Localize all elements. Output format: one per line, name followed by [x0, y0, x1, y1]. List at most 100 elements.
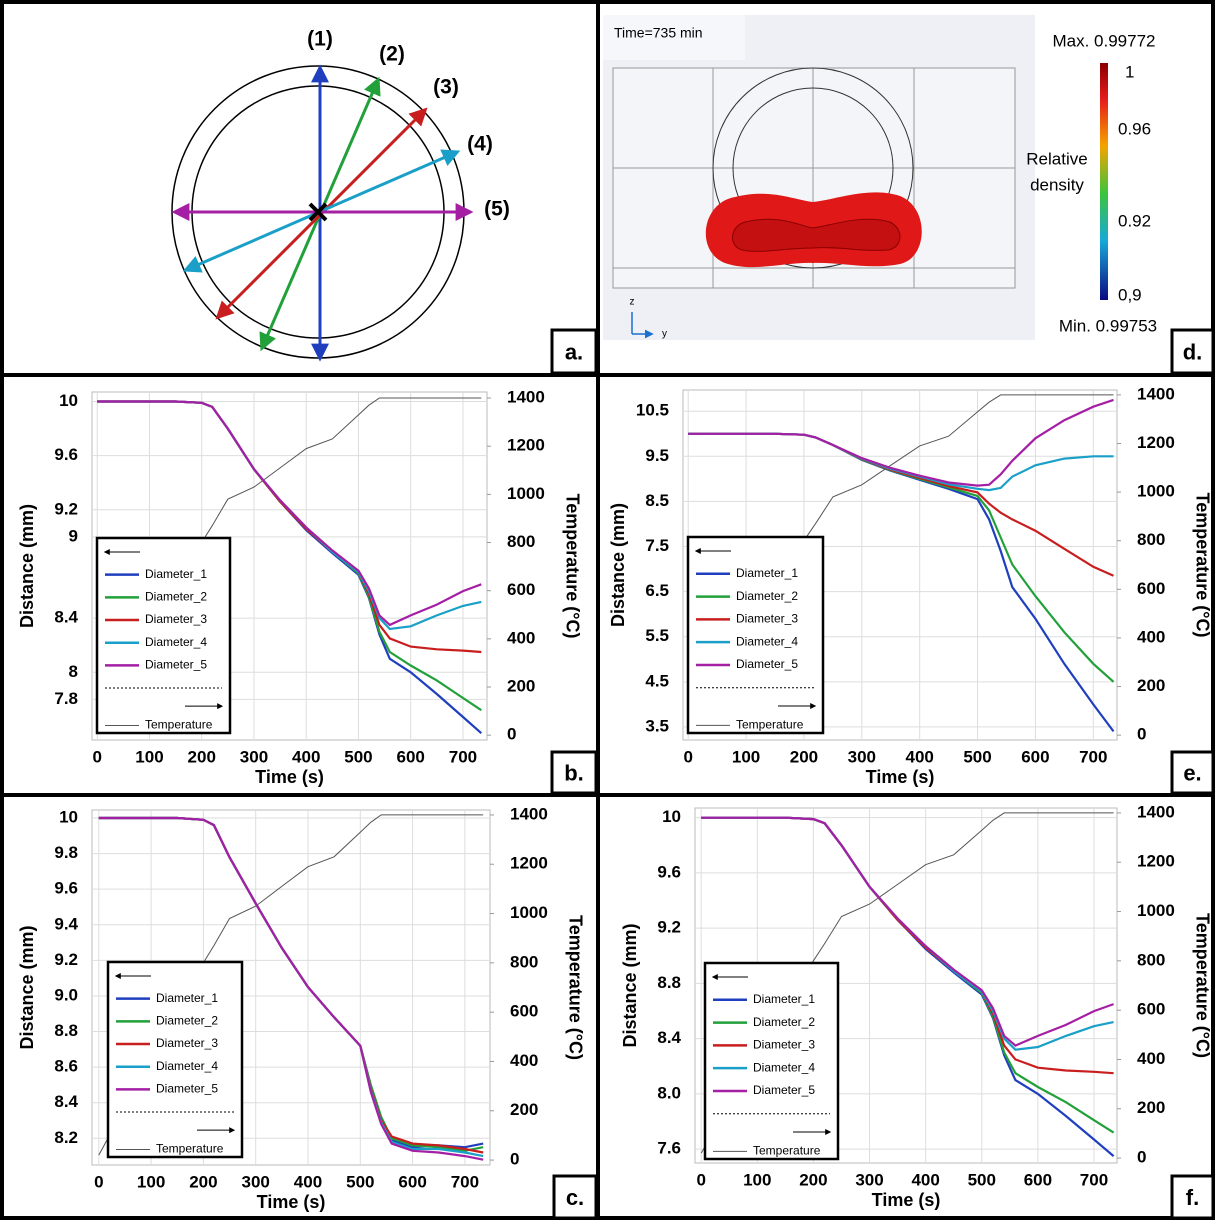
x-tick-label: 200 — [790, 747, 818, 766]
y-tick-label: 8.8 — [657, 973, 681, 992]
legend-label: Temperature — [753, 1144, 821, 1158]
panel-label: f. — [1186, 1185, 1199, 1210]
y2-tick-label: 600 — [510, 1002, 538, 1021]
y-tick-label: 10 — [662, 807, 681, 826]
legend-label: Diameter_5 — [145, 658, 207, 672]
x-axis-title: Time (s) — [866, 767, 935, 787]
legend-label: Diameter_5 — [156, 1082, 218, 1096]
y2-axis-title: Temperature (°C) — [565, 915, 585, 1060]
x-tick-label: 600 — [1021, 747, 1049, 766]
colorbar — [1100, 63, 1108, 300]
y2-tick-label: 0 — [507, 725, 516, 744]
y-tick-label: 8.8 — [54, 1021, 78, 1040]
x-tick-label: 600 — [398, 1172, 426, 1191]
y-tick-label: 8.6 — [54, 1057, 78, 1076]
y2-tick-label: 200 — [1137, 1098, 1165, 1117]
y2-tick-label: 1400 — [1137, 384, 1175, 403]
x-tick-label: 400 — [905, 747, 933, 766]
x-tick-label: 600 — [397, 747, 425, 766]
x-tick-label: 500 — [963, 747, 991, 766]
legend-label: Diameter_4 — [736, 634, 798, 648]
arrow-label: (1) — [307, 28, 333, 51]
y2-axis-title: Temperature (°C) — [1192, 913, 1212, 1058]
y-tick-label: 8 — [69, 662, 78, 681]
y2-tick-label: 800 — [1137, 950, 1165, 969]
legend-label: Diameter_1 — [145, 567, 207, 581]
y2-tick-label: 1000 — [510, 903, 548, 922]
y-tick-label: 10 — [59, 391, 78, 410]
legend-label: Diameter_5 — [753, 1083, 815, 1097]
colorbar-title: Relative — [1026, 149, 1087, 168]
y-tick-label: 6.5 — [645, 581, 669, 600]
y-tick-label: 7.5 — [645, 536, 669, 555]
x-tick-label: 300 — [848, 747, 876, 766]
legend: Diameter_1Diameter_2Diameter_3Diameter_4… — [108, 962, 242, 1157]
y-tick-label: 9.0 — [54, 985, 78, 1004]
y2-tick-label: 0 — [1137, 1148, 1146, 1167]
y2-tick-label: 1400 — [1137, 802, 1175, 821]
x-tick-label: 200 — [189, 1172, 217, 1191]
legend-label: Temperature — [145, 718, 213, 732]
legend: Diameter_1Diameter_2Diameter_3Diameter_4… — [97, 538, 230, 733]
x-tick-label: 700 — [451, 1172, 479, 1191]
legend: Diameter_1Diameter_2Diameter_3Diameter_4… — [688, 537, 823, 733]
colorbar-tick: 0.92 — [1118, 211, 1151, 230]
y-tick-label: 7.6 — [657, 1139, 681, 1158]
x-tick-label: 400 — [911, 1170, 939, 1189]
y-tick-label: 9.2 — [54, 499, 78, 518]
y-tick-label: 3.5 — [645, 716, 669, 735]
y2-axis-title: Temperature (°C) — [562, 494, 582, 639]
y-axis-title: Distance (mm) — [17, 925, 37, 1049]
legend-label: Temperature — [736, 718, 804, 732]
y-tick-label: 8.4 — [657, 1028, 681, 1047]
y2-tick-label: 200 — [1137, 676, 1165, 695]
x-tick-label: 500 — [346, 1172, 374, 1191]
axis-y: y — [662, 329, 667, 340]
legend: Diameter_1Diameter_2Diameter_3Diameter_4… — [705, 963, 838, 1159]
x-tick-label: 400 — [294, 1172, 322, 1191]
y-tick-label: 9.6 — [54, 445, 78, 464]
x-tick-label: 100 — [137, 1172, 165, 1191]
y-tick-label: 8.4 — [54, 608, 78, 627]
y-tick-label: 8.0 — [657, 1083, 681, 1102]
x-tick-label: 600 — [1024, 1170, 1052, 1189]
x-tick-label: 700 — [1080, 1170, 1108, 1189]
y2-tick-label: 600 — [1137, 1000, 1165, 1019]
y2-tick-label: 1200 — [1137, 852, 1175, 871]
y2-tick-label: 800 — [510, 952, 538, 971]
x-tick-label: 100 — [743, 1170, 771, 1189]
legend-label: Diameter_1 — [736, 566, 798, 580]
y-tick-label: 9.6 — [54, 879, 78, 898]
x-tick-label: 300 — [855, 1170, 883, 1189]
y-tick-label: 9.2 — [54, 950, 78, 969]
legend-label: Diameter_4 — [145, 635, 207, 649]
min-label: Min. 0.99753 — [1059, 316, 1157, 335]
y2-tick-label: 1200 — [510, 854, 548, 873]
colorbar-tick: 0,9 — [1118, 285, 1142, 304]
y-tick-label: 9 — [69, 526, 78, 545]
y2-tick-label: 1400 — [510, 804, 548, 823]
y-tick-label: 8.5 — [645, 491, 669, 510]
y2-tick-label: 400 — [510, 1051, 538, 1070]
y2-axis-title: Temperature (°C) — [1192, 493, 1212, 638]
arrow-label: (4) — [467, 133, 493, 156]
y-tick-label: 9.2 — [657, 918, 681, 937]
y-axis-title: Distance (mm) — [620, 923, 640, 1047]
y2-tick-label: 1000 — [1137, 901, 1175, 920]
x-tick-label: 500 — [968, 1170, 996, 1189]
x-tick-label: 500 — [344, 747, 372, 766]
x-tick-label: 0 — [696, 1170, 705, 1189]
y2-tick-label: 1200 — [1137, 433, 1175, 452]
legend-label: Diameter_3 — [736, 612, 798, 626]
y2-tick-label: 400 — [507, 628, 535, 647]
arrow-label: (5) — [484, 198, 510, 221]
simulation: Time=735 min z y Max. 0.99772 1 0.96 0.9… — [603, 15, 1157, 340]
colorbar-tick: 1 — [1125, 62, 1134, 81]
y-tick-label: 10 — [59, 807, 78, 826]
x-axis-title: Time (s) — [872, 1190, 941, 1210]
legend-label: Temperature — [156, 1142, 224, 1156]
x-tick-label: 300 — [240, 747, 268, 766]
x-tick-label: 700 — [1079, 747, 1107, 766]
